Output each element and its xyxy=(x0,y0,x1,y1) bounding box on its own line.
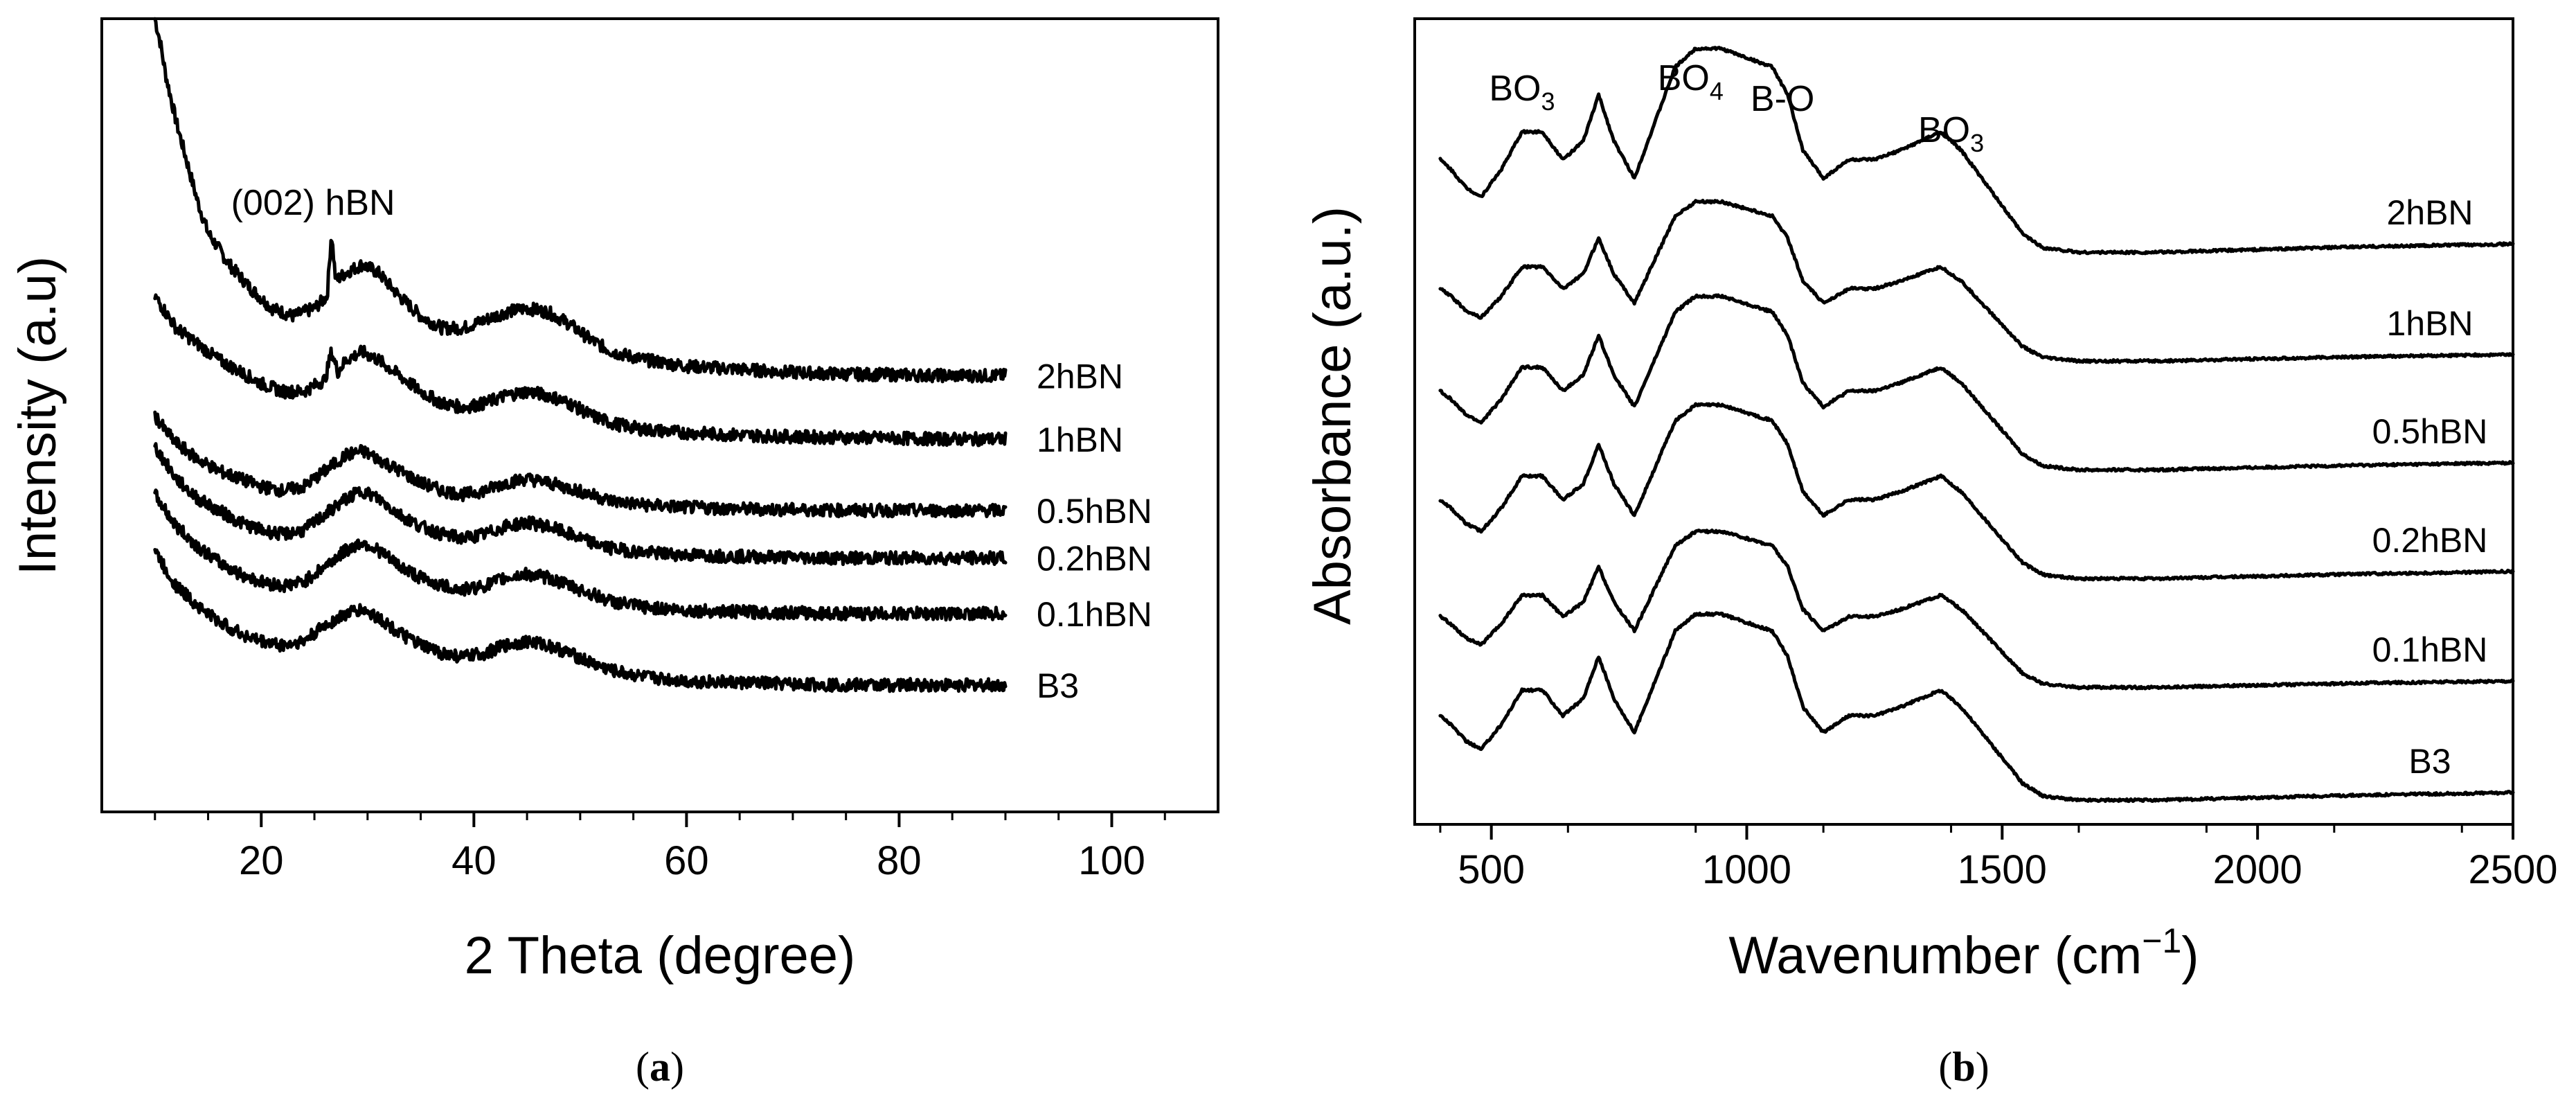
panel-a-xtick-label-100: 100 xyxy=(1078,838,1145,883)
panel-b-trace-1hBN xyxy=(1438,198,2515,364)
panel-b-frame xyxy=(1413,17,2514,826)
panel-a-trace-2hBN xyxy=(153,17,1008,384)
panel-b-xtick-label-2000: 2000 xyxy=(2213,847,2302,892)
panel-b-trace-0.1hBN xyxy=(1438,529,2515,691)
panel-a-series-label-0.2hBN: 0.2hBN xyxy=(1037,540,1152,578)
panel-b-annotations: BO3 BO4 B-O BO3 xyxy=(1489,58,1984,157)
panel-b-xtick-label-1000: 1000 xyxy=(1702,847,1791,892)
panel-a-frame xyxy=(100,17,1219,813)
panel-b-xaxis-tick-labels: 500 1000 1500 2000 2500 xyxy=(1458,847,2557,892)
panel-a-xaxis-ticks xyxy=(154,812,1166,827)
panel-a-xrd: 20 40 60 80 100 2hBN 1hBN 0.5hBN 0.2hBN 0.1hBN B3… xyxy=(8,17,1219,1090)
panel-b-series-label-0.1hBN: 0.1hBN xyxy=(2372,630,2488,669)
panel-b-series-label-0.2hBN: 0.2hBN xyxy=(2372,521,2488,560)
panel-b-xlabel-main: Wavenumber (cm xyxy=(1728,926,2142,985)
panel-b-series-labels: 2hBN 1hBN 0.5hBN 0.2hBN 0.1hBN B3 xyxy=(2372,193,2488,781)
panel-a-xaxis-tick-labels: 20 40 60 80 100 xyxy=(239,838,1145,883)
panel-b-xaxis-ticks xyxy=(1439,824,2514,840)
panel-b-xlabel: Wavenumber (cm−1) xyxy=(1728,921,2199,985)
panel-a-xtick-label-80: 80 xyxy=(877,838,922,883)
panel-b-annotation-1: BO4 xyxy=(1658,58,1724,105)
panel-a-series-label-2hBN: 2hBN xyxy=(1037,357,1123,396)
panel-b-series-label-2hBN: 2hBN xyxy=(2386,193,2473,232)
panel-a-letter: a xyxy=(650,1044,670,1090)
panel-a-trace-B3 xyxy=(153,548,1008,693)
panel-a-xtick-label-20: 20 xyxy=(239,838,284,883)
panel-b-trace-0.5hBN xyxy=(1438,293,2515,473)
panel-b-caption: (b) xyxy=(1938,1044,1989,1090)
panel-a-traces xyxy=(153,17,1008,693)
panel-a-caption: (a) xyxy=(636,1044,684,1090)
panel-b-series-label-B3: B3 xyxy=(2408,742,2451,781)
panel-a-series-label-1hBN: 1hBN xyxy=(1037,420,1123,459)
panel-b-annotation-3: BO3 xyxy=(1918,110,1984,157)
panel-b-xlabel-sup: −1 xyxy=(2142,921,2181,960)
panel-b-series-label-0.5hBN: 0.5hBN xyxy=(2372,412,2488,451)
panel-a-xtick-label-60: 60 xyxy=(664,838,709,883)
panel-b-trace-0.2hBN xyxy=(1438,402,2515,582)
panel-a-trace-0.1hBN xyxy=(153,488,1008,622)
panel-a-trace-1hBN xyxy=(153,293,1008,448)
panel-b-traces xyxy=(1438,46,2515,804)
panel-b-trace-2hBN xyxy=(1438,46,2515,256)
panel-a-trace-0.2hBN xyxy=(153,442,1008,567)
panel-a-ylabel: Intensity (a.u) xyxy=(8,256,67,575)
panel-b-xtick-label-500: 500 xyxy=(1458,847,1525,892)
panel-a-series-label-0.1hBN: 0.1hBN xyxy=(1037,595,1152,634)
panel-b-xtick-label-1500: 1500 xyxy=(1958,847,2047,892)
panel-b-series-label-1hBN: 1hBN xyxy=(2386,304,2473,343)
panel-b-annotation-2: B-O xyxy=(1751,79,1814,119)
panel-a-series-labels: 2hBN 1hBN 0.5hBN 0.2hBN 0.1hBN B3 xyxy=(1037,357,1152,705)
panel-b-ftir: 500 1000 1500 2000 2500 2hBN 1hBN 0.5hBN 0.2hBN… xyxy=(1303,17,2558,1090)
panel-b-xlabel-close: ) xyxy=(2181,926,2199,985)
panel-a-xtick-label-40: 40 xyxy=(451,838,497,883)
panel-a-trace-0.5hBN xyxy=(153,410,1008,519)
panel-b-trace-B3 xyxy=(1438,611,2515,804)
panel-b-xtick-label-2500: 2500 xyxy=(2468,847,2557,892)
panel-b-letter: b xyxy=(1952,1044,1975,1090)
panel-a-series-label-B3: B3 xyxy=(1037,666,1079,705)
panel-a-series-label-0.5hBN: 0.5hBN xyxy=(1037,492,1152,531)
panel-b-annotation-0: BO3 xyxy=(1489,69,1555,116)
panel-a-xlabel: 2 Theta (degree) xyxy=(465,926,856,985)
panel-a-annotations: (002) hBN xyxy=(231,183,395,223)
panel-a-annotation-0: (002) hBN xyxy=(231,183,395,223)
panel-b-ylabel: Absorbance (a.u.) xyxy=(1303,206,1362,625)
